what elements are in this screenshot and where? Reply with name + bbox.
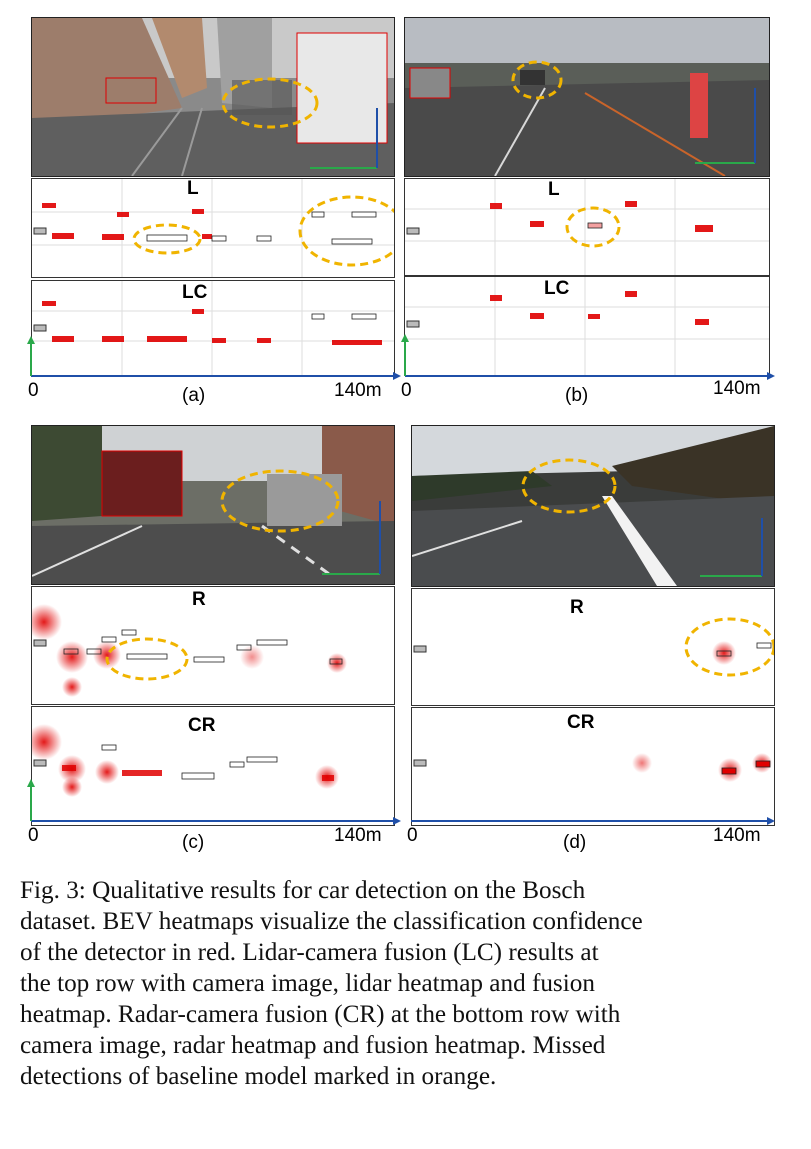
- subfigure-label: (b): [565, 385, 589, 406]
- heatmap-label: LC: [182, 282, 208, 303]
- heatmap-label: R: [570, 597, 584, 618]
- heatmap-b-bottom: LC: [404, 276, 770, 376]
- heatmap-label: L: [187, 178, 199, 199]
- heatmap-a-bottom: LC: [31, 280, 395, 376]
- heatmap-label: R: [192, 589, 206, 610]
- caption-line: of the detector in red. Lidar-camera fus…: [20, 939, 599, 966]
- caption-line: detections of baseline model marked in o…: [20, 1063, 497, 1090]
- caption-line: camera image, radar heatmap and fusion h…: [20, 1032, 606, 1059]
- heatmap-label: CR: [567, 712, 595, 733]
- axis-end-label: 140m: [334, 380, 382, 401]
- subfigure-label: (d): [563, 832, 587, 853]
- heatmap-d-bottom: CR: [411, 707, 775, 826]
- caption-line: Fig. 3: Qualitative results for car dete…: [20, 877, 586, 904]
- camera-image-c: [31, 425, 395, 585]
- caption-line: dataset. BEV heatmaps visualize the clas…: [20, 908, 643, 935]
- heatmap-c-bottom: CR: [31, 706, 395, 826]
- figure-caption: Fig. 3: Qualitative results for car dete…: [20, 875, 780, 1092]
- axis-start-label: 0: [28, 380, 39, 401]
- axis-arrows-c: [27, 779, 401, 825]
- subfigure-label: (c): [182, 832, 205, 853]
- axis-end-label: 140m: [713, 378, 761, 399]
- caption-line: heatmap. Radar-camera fusion (CR) at the…: [20, 1001, 621, 1028]
- axis-start-label: 0: [401, 380, 412, 401]
- axis-arrows-d: [411, 817, 775, 825]
- heatmap-b-top: L: [404, 178, 770, 276]
- axis-start-label: 0: [28, 825, 39, 846]
- heatmap-d-top: R: [411, 588, 775, 706]
- axis-arrows-b: [401, 334, 775, 380]
- axis-end-label: 140m: [713, 825, 761, 846]
- heatmap-a-top: L: [31, 178, 395, 278]
- camera-image-a: [31, 17, 395, 177]
- axis-arrows-a: [27, 336, 401, 380]
- axis-start-label: 0: [407, 825, 418, 846]
- heatmap-c-top: R: [31, 586, 395, 705]
- subfigure-label: (a): [182, 385, 206, 406]
- axis-end-label: 140m: [334, 825, 382, 846]
- heatmap-label: LC: [544, 278, 570, 299]
- camera-image-b: [404, 17, 770, 177]
- camera-image-d: [411, 425, 775, 587]
- caption-line: the top row with camera image, lidar hea…: [20, 970, 595, 997]
- heatmap-label: CR: [188, 715, 216, 736]
- heatmap-label: L: [548, 179, 560, 200]
